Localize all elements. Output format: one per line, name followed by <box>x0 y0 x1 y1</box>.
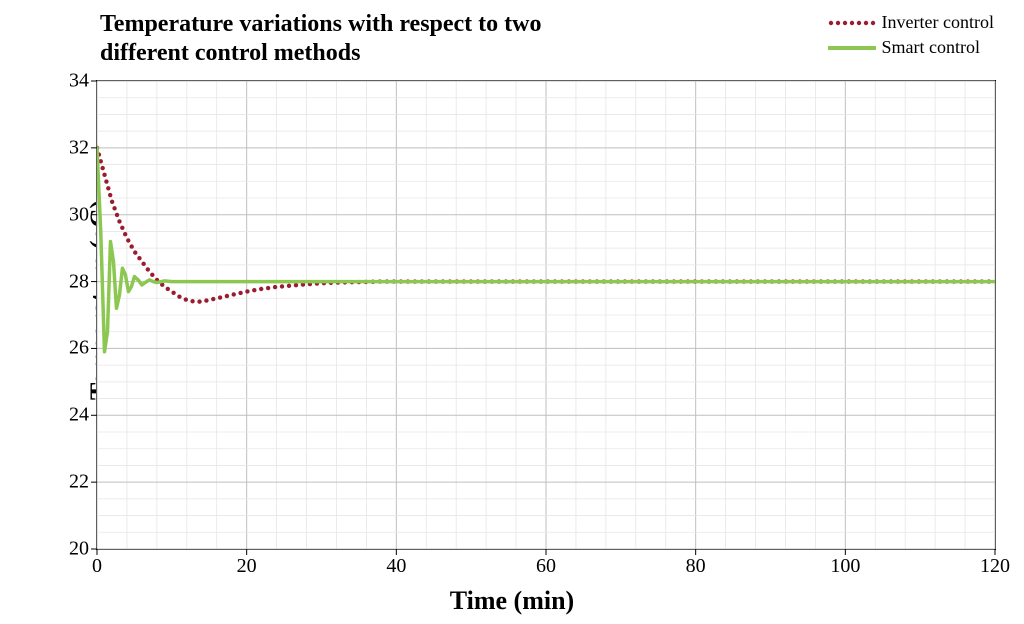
x-tick-label: 40 <box>386 549 406 578</box>
legend-swatch-solid <box>828 39 876 57</box>
y-tick-label: 34 <box>69 70 97 93</box>
chart-title: Temperature variations with respect to t… <box>100 10 620 68</box>
legend-item-inverter: Inverter control <box>828 12 994 33</box>
y-tick-label: 30 <box>69 203 97 226</box>
plot-area: 2022242628303234020406080100120 <box>96 80 996 550</box>
x-tick-label: 20 <box>237 549 257 578</box>
chart-container: Temperature variations with respect to t… <box>0 0 1024 624</box>
legend: Inverter control Smart control <box>828 12 994 62</box>
y-tick-label: 28 <box>69 270 97 293</box>
x-tick-label: 120 <box>980 549 1010 578</box>
y-tick-label: 24 <box>69 404 97 427</box>
legend-label: Smart control <box>882 37 980 58</box>
x-axis-label: Time (min) <box>0 586 1024 616</box>
y-tick-label: 22 <box>69 471 97 494</box>
legend-item-smart: Smart control <box>828 37 994 58</box>
legend-label: Inverter control <box>882 12 994 33</box>
y-tick-label: 26 <box>69 337 97 360</box>
legend-swatch-dotted <box>828 14 876 32</box>
x-tick-label: 0 <box>92 549 102 578</box>
x-tick-label: 80 <box>686 549 706 578</box>
data-series <box>97 81 995 549</box>
x-tick-label: 100 <box>830 549 860 578</box>
y-tick-label: 32 <box>69 136 97 159</box>
x-tick-label: 60 <box>536 549 556 578</box>
